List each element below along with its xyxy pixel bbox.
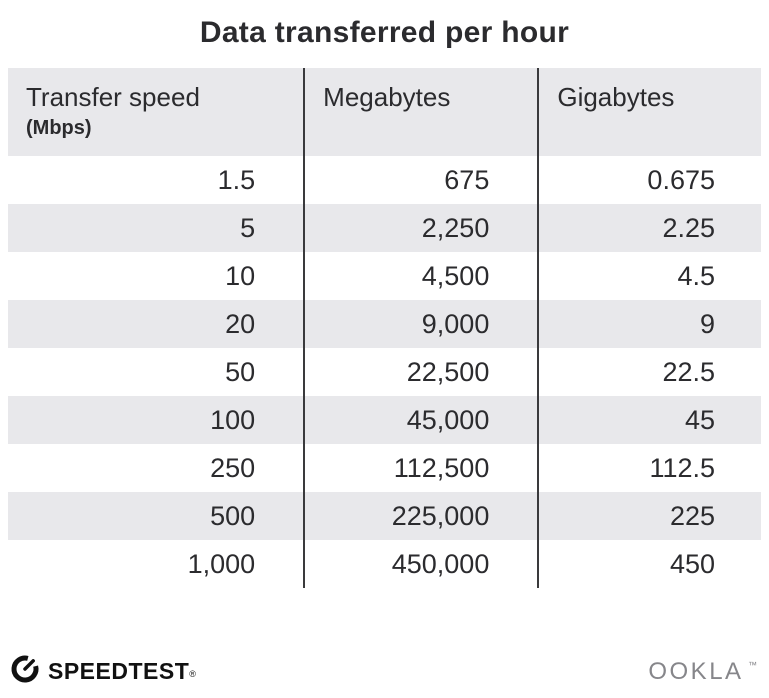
speedtest-wordmark: SPEEDTEST — [48, 658, 190, 684]
ookla-wordmark: OOKLA — [648, 657, 744, 685]
header-gigabytes: Gigabytes — [537, 68, 761, 156]
table-row: 100 45,000 45 — [8, 396, 761, 444]
table-row: 5 2,250 2.25 — [8, 204, 761, 252]
table-row: 1.5 675 0.675 — [8, 156, 761, 204]
page-title: Data transferred per hour — [199, 16, 570, 49]
table-cell: 675 — [303, 156, 537, 204]
table-cell: 22,500 — [303, 348, 537, 396]
table-cell: 20 — [225, 308, 256, 339]
data-table: Transfer speed (Mbps) Megabytes Gigabyte… — [8, 68, 761, 588]
table-cell: 112,500 — [303, 444, 537, 492]
registered-mark: ® — [189, 668, 196, 679]
table-row: 50 22,500 22.5 — [8, 348, 761, 396]
table-cell: 45,000 — [303, 396, 537, 444]
table-cell: 1.5 — [217, 164, 256, 195]
speedtest-gauge-icon — [10, 654, 40, 689]
table-body: 1.5 675 0.675 5 2,250 2.25 10 4,500 4.5 20 9,000 9 5… — [8, 156, 761, 588]
header-sublabel: (Mbps) — [26, 117, 92, 139]
table-cell: 100 — [210, 404, 256, 435]
table-cell: 5 — [240, 212, 256, 243]
table-cell: 1,000 — [187, 548, 256, 579]
table-cell: 2,250 — [303, 204, 537, 252]
table-row: 250 112,500 112.5 — [8, 444, 761, 492]
table-cell: 9,000 — [303, 300, 537, 348]
header-megabytes: Megabytes — [303, 68, 537, 156]
table-cell: 250 — [210, 452, 256, 483]
table-cell: 0.675 — [537, 156, 761, 204]
table-row: 500 225,000 225 — [8, 492, 761, 540]
ookla-logo: OOKLA ™ — [648, 658, 757, 686]
header-label: Transfer speed — [26, 82, 200, 112]
table-header-row: Transfer speed (Mbps) Megabytes Gigabyte… — [8, 68, 761, 156]
table-cell: 50 — [225, 356, 256, 387]
table-cell: 225,000 — [303, 492, 537, 540]
infographic: Data transferred per hour Transfer speed… — [0, 16, 769, 689]
table-cell: 22.5 — [537, 348, 761, 396]
table-cell: 45 — [537, 396, 761, 444]
header-transfer-speed: Transfer speed (Mbps) — [8, 68, 303, 156]
table-cell: 10 — [225, 260, 256, 291]
speedtest-logo: SPEEDTEST ® — [10, 654, 196, 689]
table-cell: 225 — [537, 492, 761, 540]
table-cell: 9 — [537, 300, 761, 348]
table-row: 1,000 450,000 450 — [8, 540, 761, 588]
table-cell: 450 — [537, 540, 761, 588]
table-cell: 2.25 — [537, 204, 761, 252]
header-label: Gigabytes — [557, 82, 675, 112]
table-cell: 500 — [210, 500, 256, 531]
table-cell: 112.5 — [537, 444, 761, 492]
header-label: Megabytes — [323, 82, 451, 112]
trademark-mark: ™ — [748, 659, 757, 670]
footer: SPEEDTEST ® OOKLA ™ — [10, 654, 757, 689]
table-row: 20 9,000 9 — [8, 300, 761, 348]
table-cell: 4.5 — [537, 252, 761, 300]
table-cell: 450,000 — [303, 540, 537, 588]
table-row: 10 4,500 4.5 — [8, 252, 761, 300]
table-cell: 4,500 — [303, 252, 537, 300]
